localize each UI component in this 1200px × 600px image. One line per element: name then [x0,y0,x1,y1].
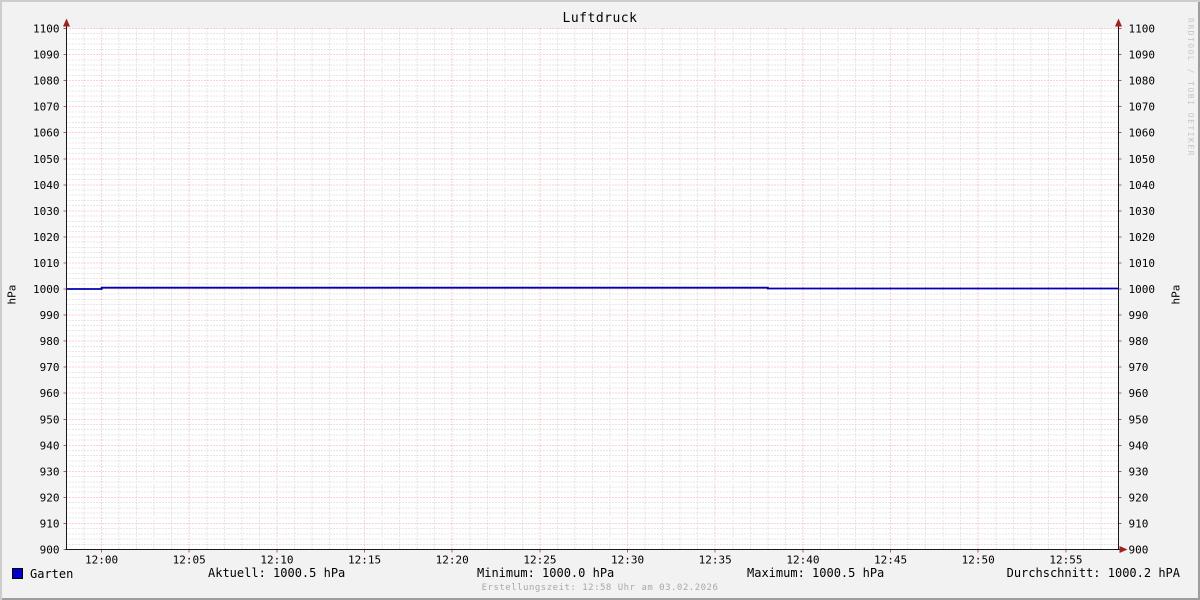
series-line-garten [66,286,1119,290]
y-tick-label-left: 1000 [33,283,60,296]
x-tick-label: 12:35 [699,554,732,567]
y-tick-label-left: 940 [40,439,60,452]
y-tick-label-left: 980 [40,335,60,348]
y-tick-label-right: 970 [1129,361,1149,374]
y-axis-unit-left: hPa [5,284,19,305]
y-tick-label-left: 930 [40,465,60,478]
y-tick-label-right: 1040 [1129,179,1156,192]
x-axis-arrow [1119,546,1128,553]
y-tick-label-right: 1020 [1129,231,1156,244]
y-tick-label-left: 1100 [33,23,60,36]
x-tick-label: 12:05 [173,554,206,567]
x-tick-label: 12:10 [260,554,293,567]
axis-tick-labels: 900 900 910 910 920 920 930 930 940 940 950 950 960 9… [33,23,1155,567]
y-tick-label-right: 1100 [1129,23,1156,36]
x-tick-label: 12:30 [611,554,644,567]
x-tick-label: 12:15 [348,554,381,567]
y-tick-label-left: 1080 [33,75,60,88]
axis-arrows [63,18,1128,553]
y-tick-label-right: 1000 [1129,283,1156,296]
y-axis-unit-right: hPa [1169,284,1183,305]
legend-swatch-garten [12,568,23,579]
x-tick-label: 12:50 [962,554,995,567]
y-axis-arrow-left [63,18,70,27]
y-tick-label-right: 1030 [1129,205,1156,218]
grid-minor [66,28,1119,550]
y-tick-label-left: 960 [40,387,60,400]
y-tick-label-right: 960 [1129,387,1149,400]
y-tick-label-right: 930 [1129,465,1149,478]
y-tick-label-right: 1050 [1129,153,1156,166]
rrdtool-watermark: RRDTOOL / TOBI OETIKER [1186,18,1195,157]
y-tick-label-left: 1040 [33,179,60,192]
y-tick-label-left: 1060 [33,127,60,140]
y-tick-label-left: 990 [40,309,60,322]
legend-label-garten: Garten [30,567,74,581]
x-tick-label: 12:20 [436,554,469,567]
grid-major [66,28,1119,550]
y-tick-label-right: 910 [1129,517,1149,530]
stat-minimum: Minimum: 1000.0 hPa [477,566,615,580]
y-tick-label-right: 900 [1129,544,1149,557]
y-tick-label-left: 1090 [33,49,60,62]
y-tick-label-left: 920 [40,491,60,504]
y-tick-label-right: 1060 [1129,127,1156,140]
y-tick-label-right: 990 [1129,309,1149,322]
creation-timestamp: Erstellungszeit: 12:58 Uhr am 03.02.2026 [481,583,719,593]
y-tick-label-right: 980 [1129,335,1149,348]
chart-title: Luftdruck [562,11,638,26]
y-tick-label-left: 910 [40,517,60,530]
y-tick-label-left: 1050 [33,153,60,166]
y-tick-label-right: 1090 [1129,49,1156,62]
y-tick-label-left: 950 [40,413,60,426]
stat-durchschnitt: Durchschnitt: 1000.2 hPA [1006,566,1180,580]
x-tick-label: 12:00 [85,554,118,567]
x-tick-label: 12:45 [874,554,907,567]
stat-maximum: Maximum: 1000.5 hPa [747,566,885,580]
y-tick-label-left: 900 [40,544,60,557]
y-axis-arrow-right [1115,18,1122,27]
y-tick-label-left: 1070 [33,101,60,114]
stat-aktuell: Aktuell: 1000.5 hPa [208,566,346,580]
y-tick-label-right: 1070 [1129,101,1156,114]
y-tick-label-right: 950 [1129,413,1149,426]
y-tick-label-left: 1010 [33,257,60,270]
y-tick-label-right: 1010 [1129,257,1156,270]
axes [65,22,1125,550]
y-tick-label-left: 970 [40,361,60,374]
x-tick-label: 12:25 [523,554,556,567]
y-tick-label-left: 1020 [33,231,60,244]
x-tick-label: 12:55 [1049,554,1082,567]
y-tick-label-right: 920 [1129,491,1149,504]
y-tick-label-right: 940 [1129,439,1149,452]
y-tick-label-left: 1030 [33,205,60,218]
x-tick-label: 12:40 [786,554,819,567]
y-tick-label-right: 1080 [1129,75,1156,88]
